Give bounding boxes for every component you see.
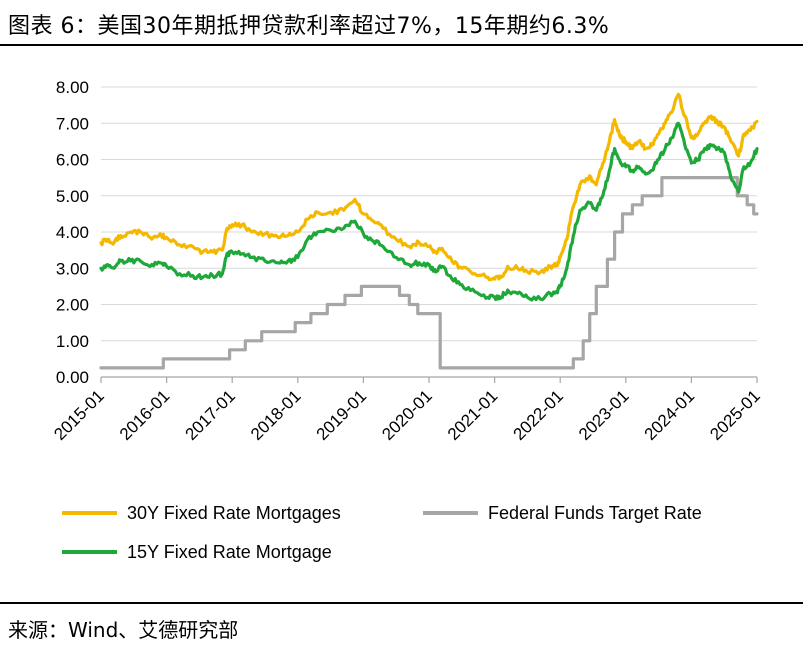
chart-title: 图表 6：美国30年期抵押贷款利率超过7%，15年期约6.3% [8,14,610,39]
legend-label: 30Y Fixed Rate Mortgages [127,503,341,523]
x-tick-labels: 2015-01 2016-01 2017-01 2018-01 2019-01 2020-… [50,386,764,444]
series-line-federal-funds-target-rate [99,176,759,370]
title-divider [0,44,803,46]
y-tick-label: 0.00 [56,368,89,387]
x-tick-label: 2021-01 [444,386,502,444]
y-tick-labels: 0.00 1.00 2.00 3.00 4.00 5.00 6.00 7.00 8.00 [56,78,89,387]
x-tick-label: 2019-01 [313,386,371,444]
gridlines [101,86,757,342]
series-line-30y-fixed-rate-mortgages [99,92,759,282]
series-line-15y-fixed-rate-mortgage [99,121,759,302]
y-tick-label: 4.00 [56,223,89,242]
legend: 30Y Fixed Rate Mortgages Federal Funds Ta… [62,503,702,562]
x-tick-label: 2016-01 [116,386,174,444]
source-note: 来源：Wind、艾德研究部 [8,618,239,642]
y-tick-label: 1.00 [56,332,89,351]
footer-divider [0,602,803,604]
legend-label: 15Y Fixed Rate Mortgage [127,542,332,562]
y-tick-label: 6.00 [56,151,89,170]
x-tick-label: 2025-01 [706,386,764,444]
x-tick-label: 2022-01 [509,386,567,444]
x-tick-label: 2023-01 [575,386,633,444]
y-tick-label: 8.00 [56,78,89,97]
axes [100,376,758,383]
x-tick-label: 2015-01 [50,386,108,444]
x-tick-label: 2020-01 [378,386,436,444]
line-chart: 0.00 1.00 2.00 3.00 4.00 5.00 6.00 7.00 8.00 201… [50,78,764,562]
y-tick-label: 2.00 [56,296,89,315]
x-tick-label: 2024-01 [641,386,699,444]
series-lines [99,92,759,370]
legend-label: Federal Funds Target Rate [488,503,702,523]
x-tick-label: 2017-01 [181,386,239,444]
x-tick-label: 2018-01 [247,386,305,444]
y-tick-label: 7.00 [56,114,89,133]
y-tick-label: 5.00 [56,187,89,206]
y-tick-label: 3.00 [56,259,89,278]
